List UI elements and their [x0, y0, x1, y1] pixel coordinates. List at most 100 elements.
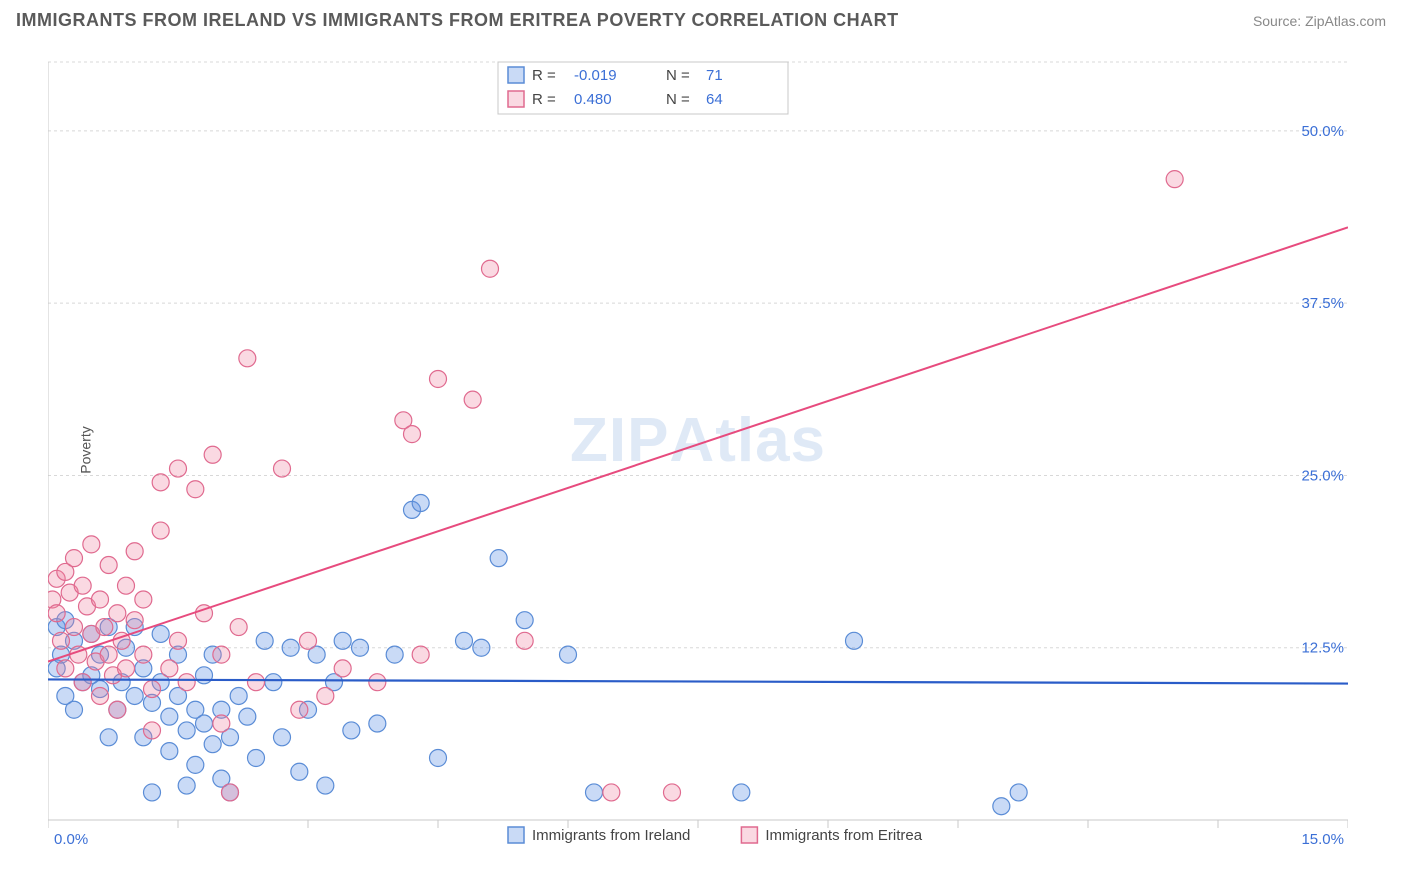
data-point [334, 632, 351, 649]
stats-n-label: N = [666, 67, 690, 84]
data-point [412, 495, 429, 512]
trend-line [48, 227, 1348, 661]
x-max-label: 15.0% [1301, 831, 1344, 848]
data-point [161, 708, 178, 725]
data-point [66, 550, 83, 567]
data-point [230, 687, 247, 704]
x-min-label: 0.0% [54, 831, 88, 848]
data-point [586, 784, 603, 801]
data-point [230, 619, 247, 636]
data-point [74, 577, 91, 594]
data-point [74, 674, 91, 691]
data-point [144, 722, 161, 739]
data-point [291, 763, 308, 780]
data-point [430, 749, 447, 766]
stats-n-value: 71 [706, 67, 723, 84]
data-point [464, 391, 481, 408]
legend-label: Immigrants from Eritrea [765, 827, 922, 844]
stats-r-value: -0.019 [574, 67, 617, 84]
watermark: ZIPAtlas [570, 406, 826, 475]
data-point [274, 460, 291, 477]
data-point [239, 350, 256, 367]
data-point [490, 550, 507, 567]
data-point [213, 646, 230, 663]
data-point [560, 646, 577, 663]
legend-swatch [741, 827, 757, 843]
data-point [53, 632, 70, 649]
scatter-chart: 12.5% 25.0% 37.5% 50.0% 0.0% 15.0% ZIPAtlas R =… [48, 50, 1348, 850]
data-point [170, 632, 187, 649]
data-point [473, 639, 490, 656]
data-point [516, 632, 533, 649]
stats-n-value: 64 [706, 91, 723, 108]
legend-swatch [508, 91, 524, 107]
data-point [126, 612, 143, 629]
data-point [993, 798, 1010, 815]
data-point [291, 701, 308, 718]
data-point [161, 743, 178, 760]
y-tick-label: 37.5% [1301, 295, 1344, 312]
y-tick-label: 50.0% [1301, 123, 1344, 140]
data-point [282, 639, 299, 656]
data-point [135, 646, 152, 663]
data-point [412, 646, 429, 663]
y-tick-label: 25.0% [1301, 467, 1344, 484]
data-point [222, 784, 239, 801]
data-point [96, 619, 113, 636]
data-point [317, 777, 334, 794]
data-point [170, 460, 187, 477]
data-point [334, 660, 351, 677]
data-point [300, 632, 317, 649]
legend-swatch [508, 67, 524, 83]
data-point [48, 605, 65, 622]
data-point [178, 674, 195, 691]
stats-r-value: 0.480 [574, 91, 612, 108]
data-point [144, 681, 161, 698]
data-point [256, 632, 273, 649]
data-point [196, 667, 213, 684]
data-point [846, 632, 863, 649]
data-point [152, 625, 169, 642]
data-point [100, 557, 117, 574]
data-point [733, 784, 750, 801]
data-point [187, 481, 204, 498]
data-point [317, 687, 334, 704]
data-point [664, 784, 681, 801]
data-point [482, 260, 499, 277]
data-point [1010, 784, 1027, 801]
data-point [213, 715, 230, 732]
data-point [187, 756, 204, 773]
data-point [100, 729, 117, 746]
data-point [274, 729, 291, 746]
data-point [248, 674, 265, 691]
data-point [239, 708, 256, 725]
stats-r-label: R = [532, 67, 556, 84]
data-point [386, 646, 403, 663]
data-point [152, 522, 169, 539]
data-point [144, 784, 161, 801]
data-point [196, 715, 213, 732]
data-point [204, 446, 221, 463]
data-point [109, 605, 126, 622]
data-point [369, 715, 386, 732]
data-point [92, 687, 109, 704]
data-point [57, 660, 74, 677]
data-point [109, 701, 126, 718]
data-point [118, 577, 135, 594]
data-point [404, 426, 421, 443]
data-point [161, 660, 178, 677]
data-point [178, 777, 195, 794]
source-label: Source: ZipAtlas.com [1253, 13, 1386, 29]
chart-title: IMMIGRANTS FROM IRELAND VS IMMIGRANTS FR… [16, 10, 899, 31]
data-point [430, 370, 447, 387]
data-point [204, 736, 221, 753]
data-point [66, 701, 83, 718]
data-point [343, 722, 360, 739]
stats-r-label: R = [532, 91, 556, 108]
data-point [248, 749, 265, 766]
data-point [265, 674, 282, 691]
data-point [135, 591, 152, 608]
chart-area: Poverty 12.5%25.0%37.5%50.0%0.0%15.0%ZIP… [48, 50, 1348, 850]
data-point [352, 639, 369, 656]
y-tick-label: 12.5% [1301, 640, 1344, 657]
